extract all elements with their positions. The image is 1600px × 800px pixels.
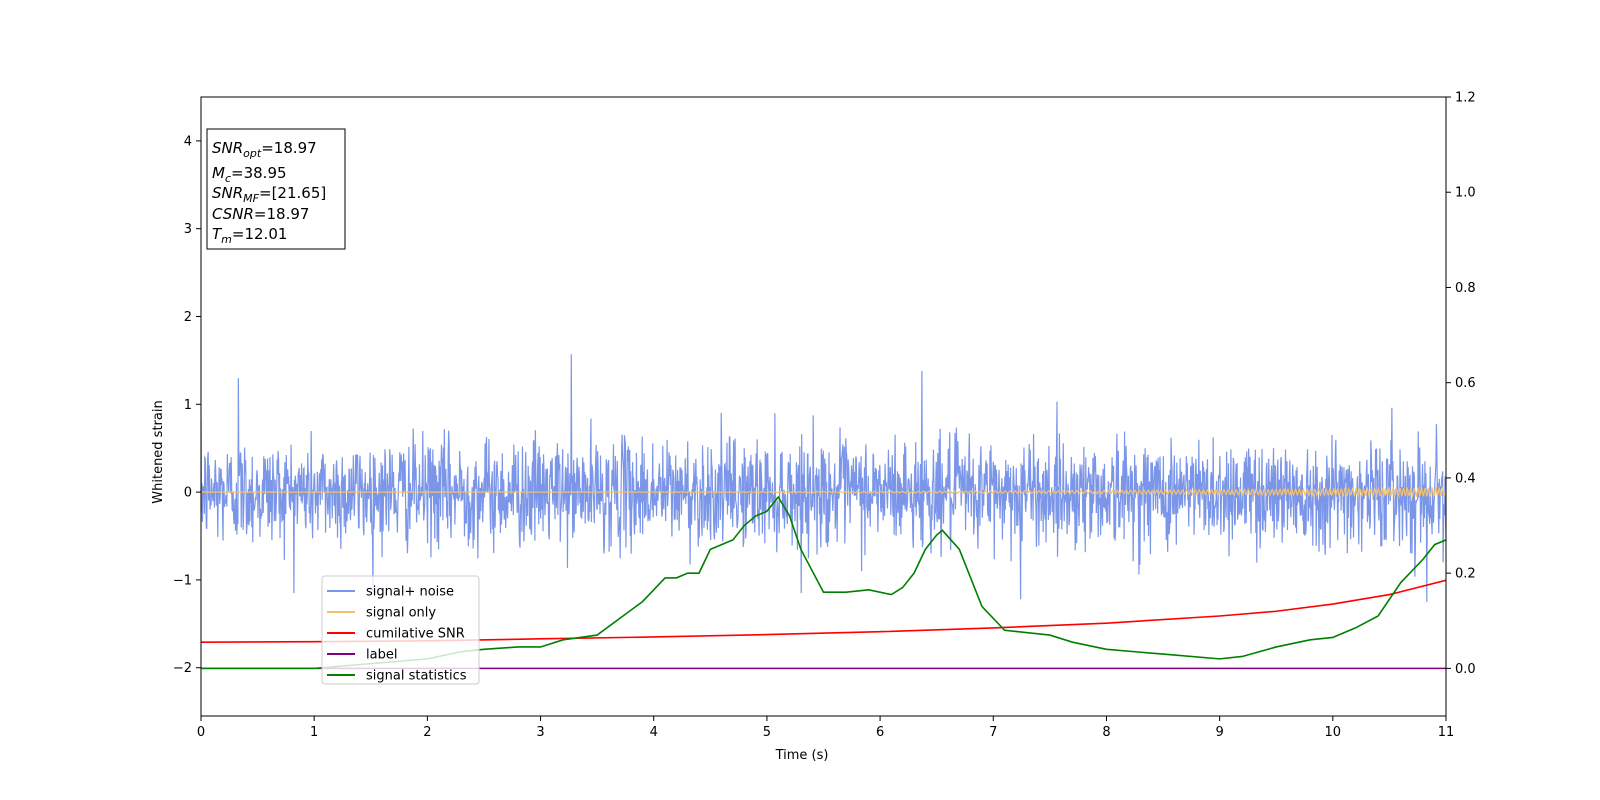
x-tick-label: 6 [876,725,884,740]
x-tick-label: 5 [763,725,771,740]
y-left-tick-label: 1 [184,398,192,413]
axes: 0 1 2 3 4 5 6 7 8 9 10 11 −2 −1 0 1 2 3 4 0.0 0.2 0.4 0.6 0.8 1.… [173,91,1476,741]
series-line-signal-noise [201,354,1446,602]
y-right-tick-label: 0.4 [1455,471,1476,486]
info-line: CSNR=18.97 [212,205,309,223]
info-box: SNRopt=18.97 Mc=38.95SNRMF=[21.65]CSNR=18… [206,128,346,250]
info-line: Mc=38.95 [212,164,287,185]
x-tick-label: 10 [1325,725,1342,740]
y-left-tick-label: −2 [173,661,192,676]
x-tick-label: 0 [197,725,205,740]
y-right-tick-label: 1.2 [1455,91,1476,106]
y-right-tick-label: 0.8 [1455,281,1476,296]
x-tick-label: 8 [1102,725,1110,740]
y-right-tick-label: 1.0 [1455,186,1476,201]
y-left-tick-label: 2 [184,310,192,325]
x-axis-label: Time (s) [775,748,829,763]
x-tick-label: 9 [1215,725,1223,740]
y-right-tick-label: 0.0 [1455,662,1476,677]
legend-label: signal+ noise [366,585,454,600]
x-tick-label: 3 [536,725,544,740]
y-axis-label: Whitened strain [151,400,166,503]
info-line: SNRopt=18.97 [212,139,317,160]
legend-label: cumilative SNR [366,627,465,642]
x-tick-label: 11 [1438,725,1455,740]
legend-label: signal statistics [366,669,467,684]
y-left-tick-label: −1 [173,573,192,588]
x-tick-label: 1 [310,725,318,740]
info-line: SNRMF=[21.65] [212,184,326,205]
y-right-tick-label: 0.6 [1455,376,1476,391]
series-line-signal-statistics [201,495,1446,670]
legend: signal+ noise signal only cumilative SNR la… [321,575,480,685]
x-tick-label: 7 [989,725,997,740]
info-line: Tm=12.01 [212,225,287,246]
legend-label: signal only [366,606,436,621]
axes-frame [200,96,1447,717]
y-left-tick-label: 0 [184,486,192,501]
y-right-tick-label: 0.2 [1455,567,1476,582]
x-tick-label: 4 [650,725,658,740]
legend-label: label [366,648,397,663]
y-left-tick-label: 3 [184,222,192,237]
y-left-tick-label: 4 [184,134,192,149]
x-tick-label: 2 [423,725,431,740]
series-line-signal-only [201,485,1446,499]
